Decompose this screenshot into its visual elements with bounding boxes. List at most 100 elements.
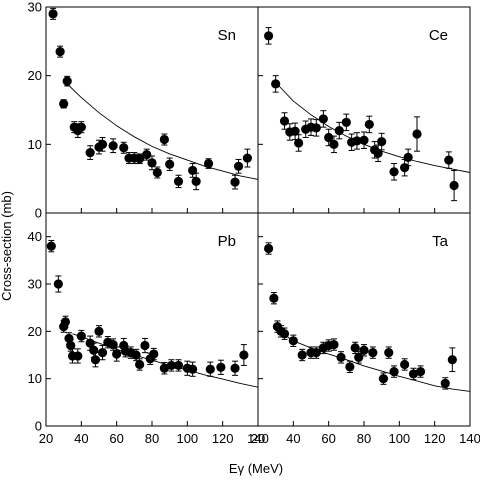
x-tick-label-ta: 100 xyxy=(388,431,410,446)
data-point-ce xyxy=(359,135,369,145)
x-tick-label-ta: 120 xyxy=(424,431,446,446)
x-tick-label-ta: 60 xyxy=(321,431,335,446)
data-point-sn xyxy=(191,176,201,187)
data-point-pb xyxy=(131,350,141,360)
x-tick-label-pb: 80 xyxy=(145,431,159,446)
panel-label-ce: Ce xyxy=(429,27,448,44)
data-point-ce xyxy=(352,136,362,146)
panel-pb: 0 10 20 30 40 20 40 60 80 100 120 140 Pb xyxy=(28,212,269,446)
data-point-pb xyxy=(149,349,159,359)
x-axis-title: Eγ (MeV) xyxy=(229,461,283,476)
data-point-ta xyxy=(447,355,457,365)
y-tick-label-pb: 0 xyxy=(35,419,42,434)
x-tick-label-pb: 120 xyxy=(212,431,234,446)
data-point-ce xyxy=(334,126,344,136)
data-point-ta xyxy=(279,329,290,339)
panel-ta: 20 40 60 80 100 120 140 Ta xyxy=(251,212,480,446)
data-point-ta xyxy=(354,352,364,362)
data-point-ta xyxy=(440,378,450,388)
data-point-ce xyxy=(412,129,422,139)
data-point-sn xyxy=(85,147,95,158)
data-point-ta xyxy=(336,352,346,362)
x-tick-label-pb: 100 xyxy=(176,431,198,446)
data-point-sn xyxy=(230,177,240,187)
data-point-pb xyxy=(90,355,101,365)
data-point-ce xyxy=(449,180,459,191)
data-point-sn xyxy=(119,143,129,153)
data-point-pb xyxy=(60,317,71,327)
data-point-pb xyxy=(205,364,215,374)
data-point-ce xyxy=(364,119,374,130)
x-tick-label-ta: 40 xyxy=(286,431,300,446)
y-tick-label-sn: 20 xyxy=(28,68,42,83)
panels: 0 10 20 30 Sn Ce 0 10 20 30 40 20 40 60 80 100 120 140 Pb 2… xyxy=(28,0,480,446)
data-point-pb xyxy=(188,364,198,374)
x-tick-label-ta: 80 xyxy=(357,431,371,446)
data-point-pb xyxy=(89,345,99,355)
data-point-ta xyxy=(389,366,399,377)
data-point-ta xyxy=(269,293,279,303)
x-tick-label-pb: 40 xyxy=(74,431,88,446)
x-tick-label-ta: 20 xyxy=(251,431,265,446)
data-point-pb xyxy=(46,241,56,251)
y-tick-label-pb: 40 xyxy=(28,229,42,244)
x-tick-label-ta: 140 xyxy=(459,431,480,446)
data-point-sn xyxy=(135,154,145,164)
data-point-ta xyxy=(288,336,298,346)
data-point-sn xyxy=(242,153,252,163)
y-tick-label-pb: 30 xyxy=(28,277,42,292)
data-point-sn xyxy=(152,167,162,178)
data-point-ce xyxy=(377,136,387,147)
data-point-sn xyxy=(48,9,58,19)
data-point-ce xyxy=(324,132,334,143)
data-point-pb xyxy=(166,360,177,371)
x-tick-label-pb: 20 xyxy=(39,431,53,446)
data-point-ta xyxy=(345,362,355,372)
y-tick-label-pb: 10 xyxy=(28,371,42,386)
data-point-pb xyxy=(135,359,145,370)
data-point-sn xyxy=(62,76,72,86)
data-point-ta xyxy=(329,339,339,350)
data-point-pb xyxy=(140,340,150,351)
data-point-sn xyxy=(97,139,108,149)
data-point-ta xyxy=(384,348,394,358)
data-point-pb xyxy=(216,362,226,372)
panel-ce: Ce xyxy=(257,6,471,214)
data-point-ce xyxy=(271,79,281,89)
data-point-pb xyxy=(94,326,104,336)
data-point-ce xyxy=(403,152,413,162)
data-point-sn xyxy=(76,122,86,132)
y-tick-label-sn: 0 xyxy=(35,206,42,221)
data-point-pb xyxy=(66,340,76,351)
data-point-ta xyxy=(311,348,321,358)
data-point-pb xyxy=(85,338,95,348)
y-axis-title: Cross-section (mb) xyxy=(0,191,14,301)
data-point-ce xyxy=(373,148,383,158)
data-point-sn xyxy=(165,159,175,169)
data-point-pb xyxy=(76,331,86,341)
data-point-ta xyxy=(408,369,419,379)
data-point-ce xyxy=(290,126,300,136)
data-point-ce xyxy=(311,123,321,133)
data-point-ta xyxy=(350,343,360,353)
data-point-pb xyxy=(159,363,169,373)
data-point-ce xyxy=(341,117,351,127)
x-tick-label-pb: 140 xyxy=(247,431,269,446)
data-point-pb xyxy=(97,348,108,358)
data-point-ta xyxy=(368,348,378,358)
data-point-pb xyxy=(73,351,83,361)
fit-curve-sn xyxy=(63,80,259,180)
data-point-sn xyxy=(142,150,152,160)
data-point-ta xyxy=(297,350,307,360)
data-point-ta xyxy=(378,374,389,384)
panel-label-pb: Pb xyxy=(218,233,236,250)
data-point-ce xyxy=(318,114,328,124)
data-point-ce xyxy=(444,155,454,165)
data-point-pb xyxy=(239,350,249,360)
data-point-ta xyxy=(264,243,274,254)
data-point-pb xyxy=(53,279,63,289)
data-point-ta xyxy=(400,359,410,370)
y-tick-label-pb: 20 xyxy=(28,324,42,339)
data-point-pb xyxy=(173,360,184,371)
data-point-pb xyxy=(112,349,122,359)
